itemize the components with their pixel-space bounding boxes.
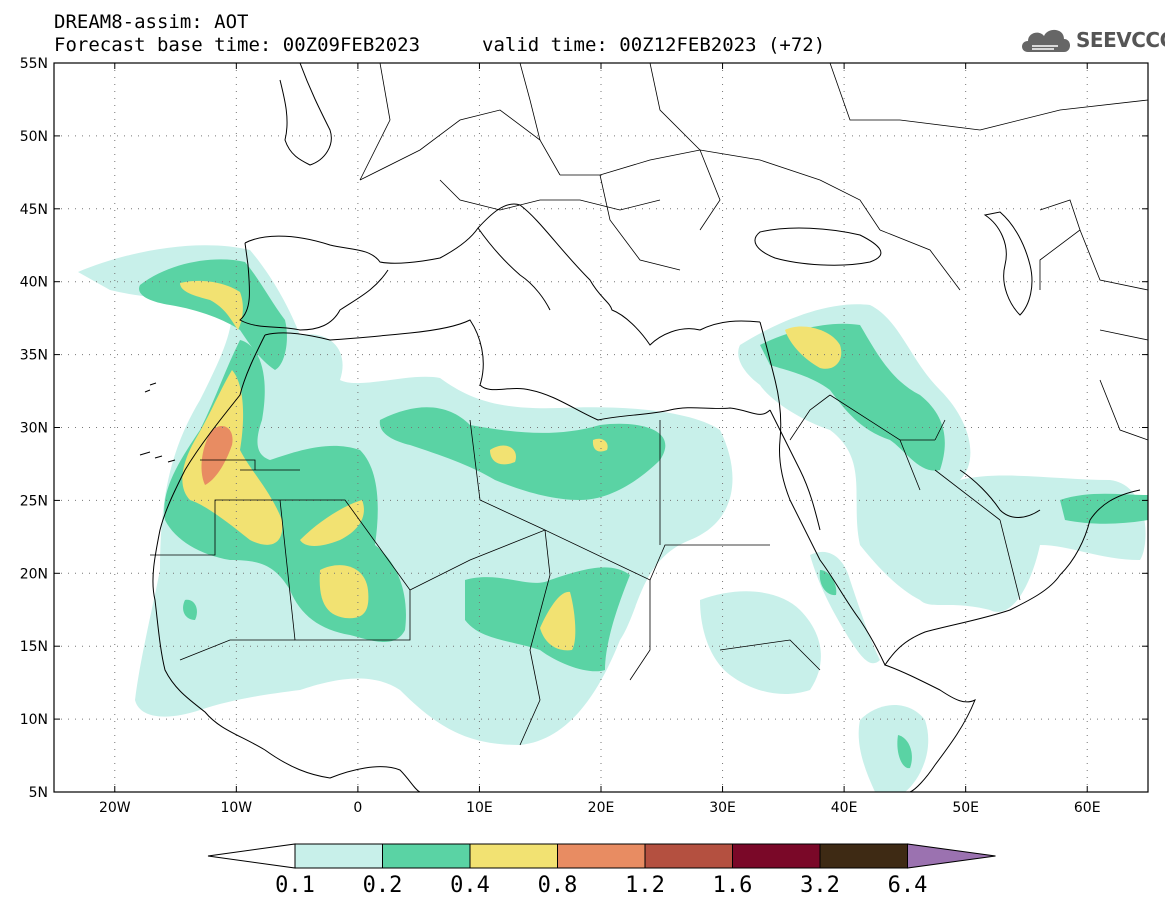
- colorbar-label: 0.8: [538, 873, 578, 898]
- chart-title: DREAM8-assim: AOT: [54, 11, 249, 33]
- colorbar-label: 1.2: [625, 873, 665, 898]
- colorbar-box: [732, 843, 821, 869]
- colorbar-box: [382, 843, 471, 869]
- x-tick-label: 50E: [952, 800, 979, 816]
- aot-level-0.8: [201, 425, 233, 485]
- y-tick-label: 20N: [20, 566, 48, 582]
- y-axis: 55N 50N 45N 40N 35N 30N 25N 20N 15N 10N 5N: [20, 56, 1148, 801]
- y-tick-label: 5N: [29, 785, 48, 801]
- x-tick-label: 60E: [1074, 800, 1101, 816]
- y-tick-label: 35N: [20, 348, 48, 364]
- aot-shading: [78, 245, 1148, 792]
- y-tick-label: 15N: [20, 639, 48, 655]
- colorbar-label: 0.1: [275, 873, 315, 898]
- y-tick-label: 10N: [20, 712, 48, 728]
- x-tick-label: 10W: [220, 800, 252, 816]
- colorbar-label: 6.4: [888, 873, 928, 898]
- colorbar-label: 1.6: [713, 873, 753, 898]
- colorbar-boxes: [207, 843, 996, 869]
- cloud-icon: [1022, 29, 1070, 52]
- colorbar-high-arrow: [907, 843, 996, 869]
- x-tick-label: 20W: [99, 800, 131, 816]
- x-tick-label: 20E: [588, 800, 615, 816]
- x-axis: 20W 10W 0 10E 20E 30E 40E 50E 60E: [99, 63, 1101, 816]
- graticule: [54, 63, 1148, 792]
- colorbar-low-arrow: [207, 843, 296, 869]
- x-tick-label: 10E: [466, 800, 493, 816]
- borders: [150, 63, 1148, 746]
- aot-level-0.4: [180, 280, 842, 651]
- colorbar-box: [644, 843, 733, 869]
- y-tick-label: 45N: [20, 202, 48, 218]
- x-tick-label: 30E: [709, 800, 736, 816]
- valid-time: valid time: 00Z12FEB2023 (+72): [482, 34, 826, 56]
- seevccc-logo: SEEVCCC: [1018, 22, 1165, 58]
- colorbar-box: [819, 843, 908, 869]
- colorbar-label: 0.4: [450, 873, 490, 898]
- colorbar-label: 3.2: [800, 873, 840, 898]
- y-tick-label: 55N: [20, 56, 48, 72]
- x-tick-label: 40E: [831, 800, 858, 816]
- colorbar-label: 0.2: [363, 873, 403, 898]
- colorbar-box: [469, 843, 558, 869]
- colorbar-box: [557, 843, 646, 869]
- x-tick-label: 0: [353, 800, 362, 816]
- colorbar-box: [294, 843, 383, 869]
- logo-text: SEEVCCC: [1076, 28, 1165, 52]
- forecast-base-time: Forecast base time: 00Z09FEB2023: [54, 34, 421, 56]
- y-tick-label: 25N: [20, 493, 48, 509]
- colorbar-labels: 0.1 0.2 0.4 0.8 1.2 1.6 3.2 6.4: [275, 873, 927, 898]
- y-tick-label: 40N: [20, 275, 48, 291]
- y-tick-label: 50N: [20, 129, 48, 145]
- y-tick-label: 30N: [20, 421, 48, 437]
